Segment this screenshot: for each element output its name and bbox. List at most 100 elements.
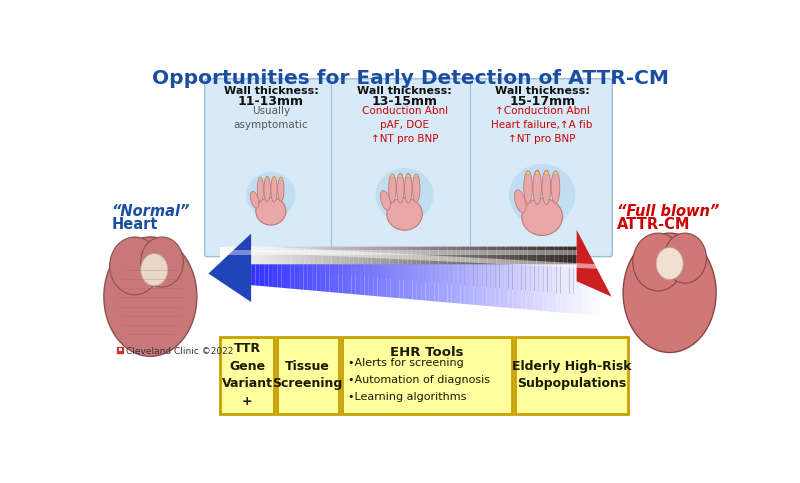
Polygon shape — [290, 264, 294, 289]
Polygon shape — [554, 247, 558, 293]
Polygon shape — [474, 247, 478, 286]
Polygon shape — [434, 247, 438, 283]
Polygon shape — [220, 247, 225, 264]
Polygon shape — [341, 247, 345, 275]
Polygon shape — [255, 264, 260, 286]
Polygon shape — [274, 247, 278, 269]
Polygon shape — [447, 247, 452, 284]
Ellipse shape — [246, 172, 295, 218]
Polygon shape — [461, 247, 466, 285]
Polygon shape — [390, 247, 394, 279]
Text: Conduction Abnl
pAF, DOE
↑NT pro BNP: Conduction Abnl pAF, DOE ↑NT pro BNP — [362, 106, 448, 144]
Polygon shape — [546, 247, 550, 292]
Ellipse shape — [405, 173, 412, 203]
Polygon shape — [347, 264, 351, 294]
Text: Heart: Heart — [112, 217, 158, 232]
Polygon shape — [421, 247, 425, 282]
Text: 15-17mm: 15-17mm — [509, 95, 575, 108]
Ellipse shape — [256, 198, 286, 225]
Text: “Full blown”: “Full blown” — [617, 204, 719, 219]
Polygon shape — [326, 264, 330, 292]
Polygon shape — [362, 247, 367, 277]
Polygon shape — [282, 247, 287, 270]
Polygon shape — [358, 247, 362, 276]
FancyBboxPatch shape — [220, 337, 274, 414]
Text: •Learning algorithms: •Learning algorithms — [348, 392, 466, 402]
FancyBboxPatch shape — [118, 348, 122, 351]
Text: •Automation of diagnosis: •Automation of diagnosis — [348, 375, 490, 385]
Polygon shape — [381, 247, 385, 278]
Text: Cleveland Clinic ©2022: Cleveland Clinic ©2022 — [126, 347, 233, 356]
Polygon shape — [518, 247, 523, 290]
Text: Wall thickness:: Wall thickness: — [357, 85, 452, 96]
Polygon shape — [487, 247, 492, 287]
FancyBboxPatch shape — [205, 79, 612, 256]
Polygon shape — [260, 264, 264, 286]
Polygon shape — [342, 264, 347, 294]
Text: ATTR-CM: ATTR-CM — [617, 217, 690, 232]
Polygon shape — [543, 264, 547, 311]
Text: Opportunities for Early Detection of ATTR-CM: Opportunities for Early Detection of ATT… — [151, 69, 669, 88]
Polygon shape — [312, 264, 317, 291]
Polygon shape — [438, 264, 443, 302]
Polygon shape — [578, 264, 582, 314]
Polygon shape — [365, 264, 369, 296]
Polygon shape — [534, 264, 539, 311]
Polygon shape — [591, 264, 595, 315]
Polygon shape — [310, 247, 314, 272]
Ellipse shape — [398, 175, 402, 177]
Polygon shape — [572, 247, 577, 295]
Ellipse shape — [381, 191, 390, 210]
Polygon shape — [278, 247, 282, 270]
Polygon shape — [330, 264, 334, 292]
Polygon shape — [456, 264, 460, 304]
Ellipse shape — [545, 171, 548, 175]
Polygon shape — [408, 264, 413, 299]
Polygon shape — [492, 247, 497, 288]
Polygon shape — [354, 247, 358, 276]
Polygon shape — [372, 247, 376, 277]
Polygon shape — [282, 264, 286, 288]
Polygon shape — [430, 264, 434, 301]
Polygon shape — [350, 247, 354, 275]
Polygon shape — [407, 247, 412, 281]
Polygon shape — [430, 247, 434, 283]
Polygon shape — [528, 247, 532, 291]
Polygon shape — [547, 264, 552, 312]
Text: Wall thickness:: Wall thickness: — [223, 85, 318, 96]
Ellipse shape — [141, 237, 183, 287]
FancyBboxPatch shape — [342, 337, 512, 414]
Polygon shape — [308, 264, 312, 290]
Ellipse shape — [258, 177, 264, 201]
Polygon shape — [251, 264, 255, 285]
Ellipse shape — [266, 178, 269, 180]
Polygon shape — [376, 247, 381, 278]
Polygon shape — [561, 264, 565, 313]
Ellipse shape — [387, 198, 422, 230]
Polygon shape — [269, 264, 273, 287]
Polygon shape — [369, 264, 373, 296]
Polygon shape — [234, 247, 238, 266]
Polygon shape — [356, 264, 360, 295]
Polygon shape — [264, 264, 269, 286]
Polygon shape — [504, 264, 508, 308]
Ellipse shape — [533, 170, 542, 204]
Polygon shape — [523, 247, 528, 290]
Text: TTR
Gene
Variant
+: TTR Gene Variant + — [222, 342, 273, 408]
Polygon shape — [568, 247, 572, 294]
Polygon shape — [595, 264, 600, 316]
Polygon shape — [530, 264, 534, 310]
Polygon shape — [478, 247, 483, 286]
Polygon shape — [314, 247, 318, 272]
Polygon shape — [526, 264, 530, 310]
Text: Elderly High-Risk
Subpopulations: Elderly High-Risk Subpopulations — [512, 360, 631, 390]
Ellipse shape — [514, 190, 526, 213]
Ellipse shape — [273, 178, 275, 180]
FancyBboxPatch shape — [277, 337, 338, 414]
Polygon shape — [373, 264, 378, 296]
Ellipse shape — [551, 171, 560, 203]
Ellipse shape — [279, 178, 282, 180]
Polygon shape — [229, 247, 234, 265]
Polygon shape — [506, 247, 510, 289]
Polygon shape — [209, 233, 251, 302]
